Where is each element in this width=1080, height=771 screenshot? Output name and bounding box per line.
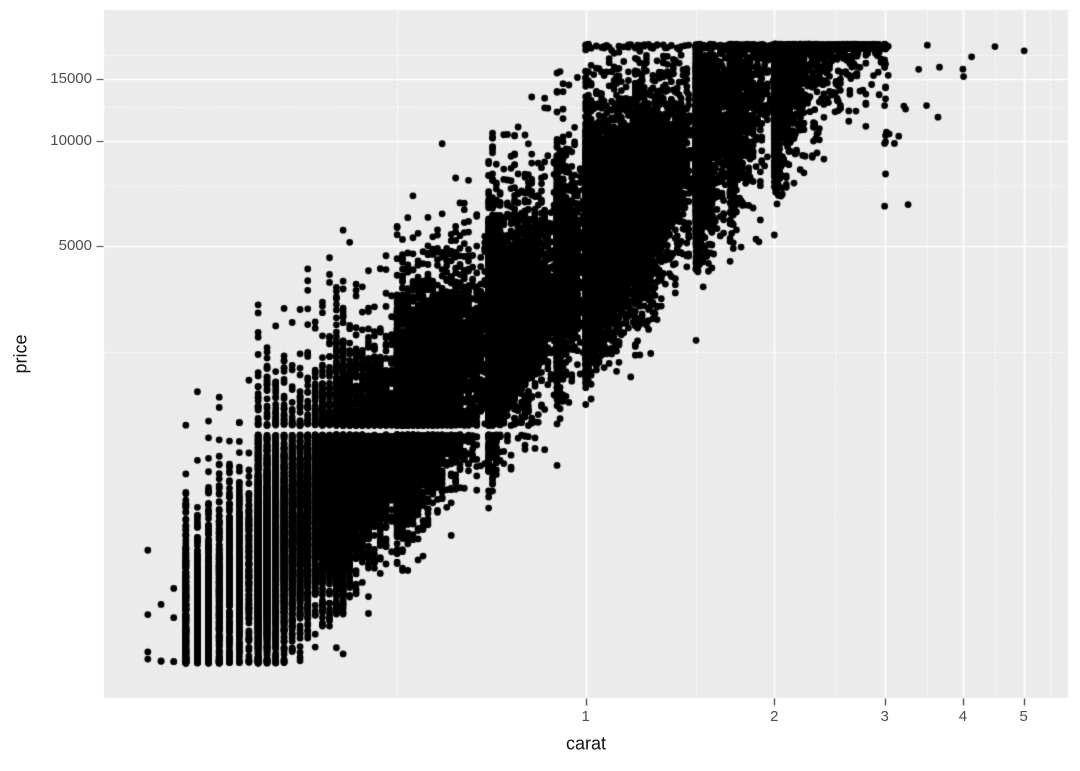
x-tick-label-2: 2: [770, 708, 779, 725]
x-tick-label-1: 1: [581, 708, 590, 725]
y-axis-title: price: [10, 334, 31, 374]
x-axis-title: carat: [565, 733, 607, 754]
y-tick-label-15000: 15000: [50, 69, 92, 87]
x-tick-label-5: 5: [1019, 708, 1028, 725]
y-tick-label-5000: 5000: [58, 237, 92, 255]
y-tick-label-10000: 10000: [50, 131, 92, 149]
x-tick-label-4: 4: [958, 708, 968, 725]
x-tick-label-3: 3: [880, 708, 889, 725]
